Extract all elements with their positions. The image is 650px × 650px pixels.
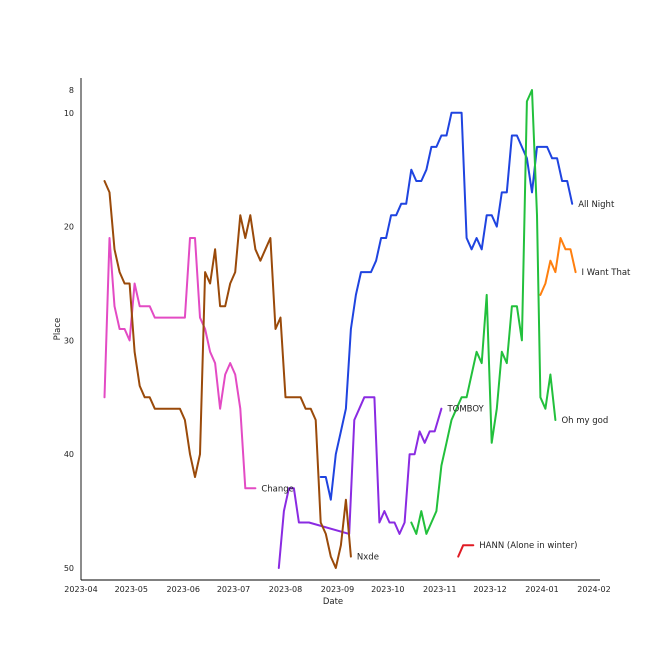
x-tick-label: 2023-08 (269, 585, 302, 594)
series-end-labels: All Night I Want That Oh my god TOMBOY Chang… (261, 200, 631, 563)
y-tick-label: 20 (64, 223, 74, 232)
x-tick-label: 2023-06 (167, 585, 200, 594)
series-line-oh-my-god (410, 89, 557, 535)
series-lines (103, 89, 577, 569)
x-tick-label: 2023-07 (217, 585, 250, 594)
y-tick-labels: 8 10 20 30 40 50 (64, 86, 74, 573)
chart-axes (80, 78, 600, 581)
y-tick-label: 50 (64, 564, 74, 573)
series-label-all-night: All Night (578, 200, 615, 210)
y-tick-label: 8 (69, 86, 74, 95)
series-label-change: Change (261, 484, 294, 494)
x-tick-label: 2023-12 (473, 585, 506, 594)
series-label-nxde: Nxde (357, 553, 379, 563)
series-label-oh-my-god: Oh my god (561, 416, 608, 426)
series-line-i-want-that (539, 237, 577, 296)
series-label-hann-alone-in-winter: HANN (Alone in winter) (479, 541, 577, 551)
x-axis-label: Date (323, 597, 343, 607)
series-line-all-night (319, 111, 574, 501)
x-tick-label: 2024-01 (525, 585, 558, 594)
x-tick-label: 2024-02 (577, 585, 610, 594)
x-tick-label: 2023-04 (64, 585, 97, 594)
series-line-hann-alone-in-winter (457, 544, 475, 558)
x-tick-label: 2023-05 (115, 585, 148, 594)
y-axis-label: Place (53, 318, 63, 341)
y-tick-label: 30 (64, 336, 74, 345)
x-tick-label: 2023-11 (423, 585, 456, 594)
series-line-nxde (103, 180, 352, 569)
x-tick-labels: 2023-04 2023-05 2023-06 2023-07 2023-08 2023-… (64, 585, 610, 594)
y-tick-label: 40 (64, 450, 74, 459)
x-tick-label: 2023-09 (321, 585, 354, 594)
series-label-i-want-that: I Want That (582, 268, 631, 278)
x-tick-label: 2023-10 (371, 585, 404, 594)
y-tick-label: 10 (64, 109, 74, 118)
series-label-tomboy: TOMBOY (446, 405, 484, 415)
series-line-tomboy (277, 396, 443, 569)
series-line-change (103, 237, 257, 490)
